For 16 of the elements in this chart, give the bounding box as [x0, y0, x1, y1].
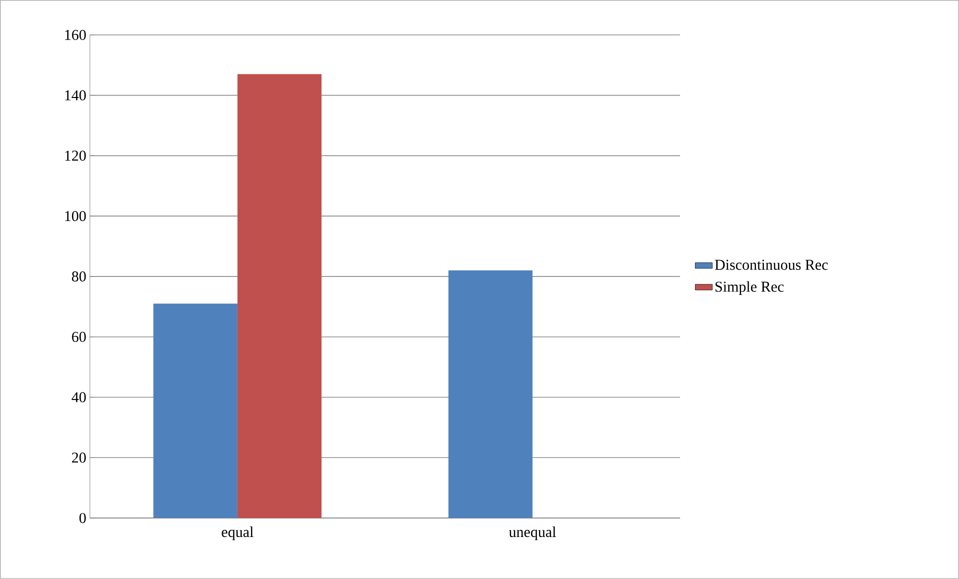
y-tick-label: 140 [65, 90, 86, 100]
legend-label: Discontinuous Rec [714, 260, 828, 270]
bar [237, 74, 322, 518]
x-tick-label: equal [222, 526, 254, 540]
y-tick-label: 60 [72, 332, 86, 342]
y-tick-label: 120 [65, 150, 86, 161]
y-tick-label: 40 [72, 392, 86, 402]
y-tick-label: 160 [65, 30, 86, 40]
y-tick-label: 0 [79, 512, 86, 524]
bar [153, 304, 238, 518]
y-tick-label: 100 [65, 211, 86, 222]
bar [448, 270, 533, 518]
x-tick-label: unequal [508, 526, 556, 540]
legend-label: Simple Rec [716, 281, 784, 295]
y-tick-label: 80 [72, 271, 86, 282]
y-tick-label: 20 [72, 452, 86, 463]
